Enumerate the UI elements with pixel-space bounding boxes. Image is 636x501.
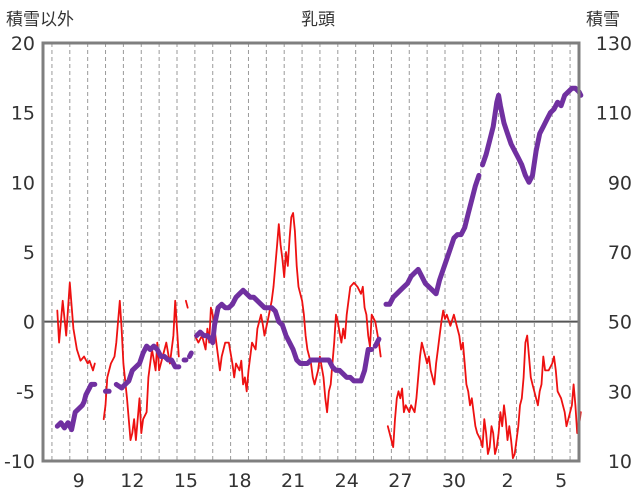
- right-tick-label: 70: [608, 242, 632, 264]
- series-right-segment: [480, 85, 584, 185]
- left-axis-label: 積雪以外: [6, 10, 74, 30]
- series-left-segment: [184, 299, 189, 309]
- left-tick-labels: 20 15 10 5 0 -5 -10: [4, 33, 35, 473]
- series-right: [54, 85, 584, 433]
- right-tick-label: 10: [608, 451, 632, 473]
- series-right-segment: [372, 336, 382, 349]
- x-tick-label: 18: [227, 470, 251, 492]
- right-axis-label: 積雪: [586, 10, 620, 30]
- chart-title: 乳頭: [301, 10, 335, 30]
- plot-frame: [41, 41, 581, 463]
- left-tick-label: 15: [11, 103, 35, 125]
- series-right-segment: [187, 350, 194, 359]
- left-tick-label: 10: [11, 172, 35, 194]
- left-tick-label: -5: [16, 381, 35, 403]
- series-left-segment: [386, 309, 582, 460]
- x-tick-label: 27: [388, 470, 412, 492]
- left-tick-label: 20: [11, 33, 35, 55]
- right-tick-label: 90: [608, 172, 632, 194]
- x-tick-label: 9: [73, 470, 85, 492]
- series-layer: [54, 85, 584, 460]
- x-tick-label: 21: [281, 470, 305, 492]
- x-tick-label: 24: [335, 470, 359, 492]
- series-right-segment: [54, 381, 98, 433]
- right-tick-labels: 130 110 90 70 50 30 10: [596, 33, 632, 473]
- x-tick-label: 5: [555, 470, 567, 492]
- right-tick-label: 30: [608, 381, 632, 403]
- series-left: [56, 212, 582, 460]
- right-tick-label: 50: [608, 312, 632, 334]
- series-right-segment: [194, 287, 375, 384]
- series-left-segment: [102, 299, 180, 442]
- left-tick-label: 0: [23, 312, 35, 334]
- x-tick-label: 30: [442, 470, 466, 492]
- x-tick-label: 2: [501, 470, 513, 492]
- series-right-segment: [113, 343, 182, 391]
- series-right-segment: [383, 172, 482, 307]
- left-tick-label: 5: [23, 242, 35, 264]
- right-tick-label: 130: [596, 33, 632, 55]
- x-tick-label: 15: [174, 470, 198, 492]
- x-tick-labels: 9 12 15 18 21 24 27 30 2 5: [73, 470, 567, 492]
- series-left-segment: [56, 281, 96, 372]
- left-tick-label: -10: [4, 451, 35, 473]
- right-tick-label: 110: [596, 103, 632, 125]
- series-left-segment: [193, 212, 382, 414]
- x-tick-label: 12: [120, 470, 144, 492]
